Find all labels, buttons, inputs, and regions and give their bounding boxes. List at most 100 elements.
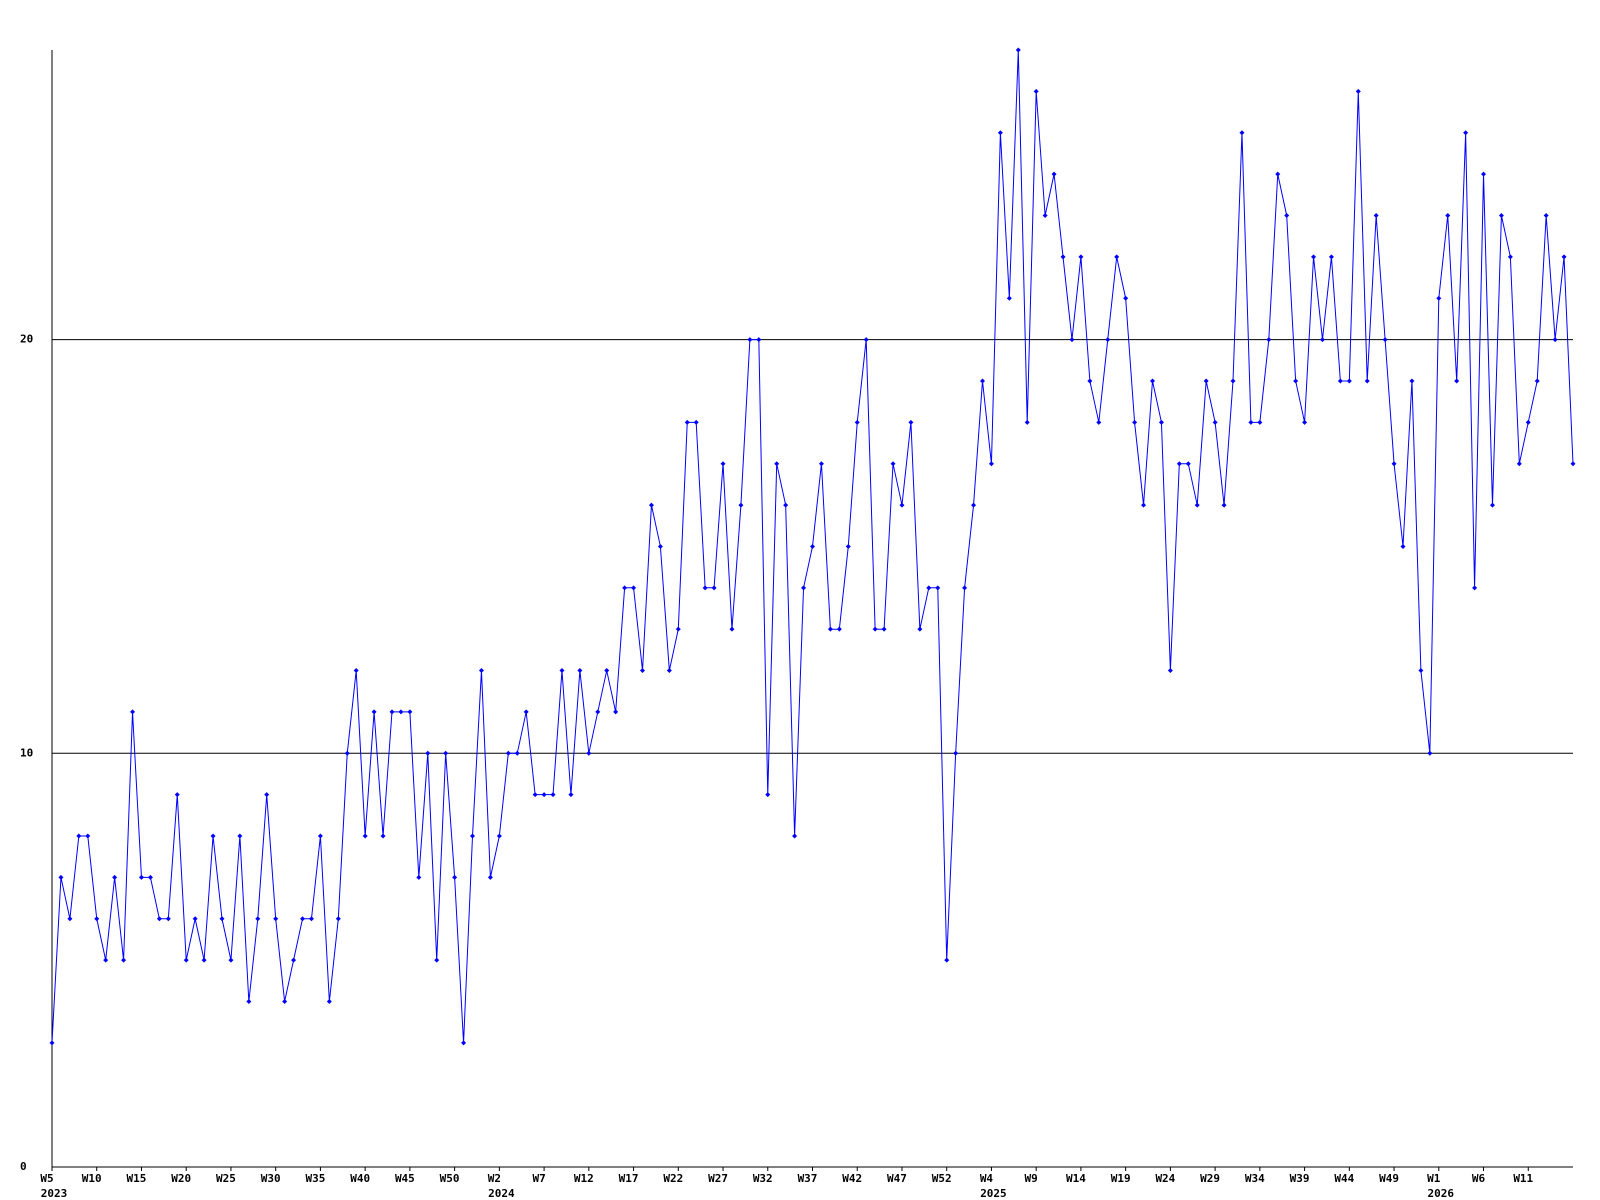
point-marker [783,502,789,508]
x-tick-label: W14 [1066,1172,1086,1185]
point-marker [1266,337,1272,343]
x-tick-label: W5 [40,1172,53,1185]
point-marker [1203,378,1209,384]
point-marker [881,626,887,632]
x-tick-label: W52 [932,1172,952,1185]
x-tick-label: W34 [1245,1172,1265,1185]
point-marker [246,999,252,1005]
point-marker [308,916,314,922]
point-marker [1481,171,1487,177]
point-marker [631,585,637,591]
point-marker [765,792,771,798]
point-marker [1364,378,1370,384]
point-marker [1275,171,1281,177]
point-marker [228,957,234,963]
point-marker [1445,212,1451,218]
point-marker [452,874,458,880]
x-tick-label: W49 [1379,1172,1399,1185]
point-marker [416,874,422,880]
point-marker [1176,461,1182,467]
x-group-label: 2023 [41,1187,68,1200]
point-marker [747,337,753,343]
point-marker [684,419,690,425]
x-tick-label: W27 [708,1172,728,1185]
point-marker [282,999,288,1005]
point-marker [1042,212,1048,218]
x-group-label: 2026 [1428,1187,1455,1200]
point-marker [971,502,977,508]
point-marker [335,916,341,922]
point-marker [1552,337,1558,343]
point-marker [1525,419,1531,425]
point-marker [478,668,484,674]
point-marker [595,709,601,715]
point-marker [1373,212,1379,218]
point-marker [1141,502,1147,508]
point-marker [926,585,932,591]
point-marker [1248,419,1254,425]
point-marker [94,916,100,922]
point-marker [836,626,842,632]
point-marker [156,916,162,922]
point-marker [586,750,592,756]
y-tick-label: 20 [20,333,33,346]
point-marker [1149,378,1155,384]
point-marker [648,502,654,508]
x-tick-label: W1 [1427,1172,1441,1185]
point-marker [917,626,923,632]
point-marker [1400,543,1406,549]
point-marker [264,792,270,798]
y-tick-label: 10 [20,746,33,759]
point-marker [738,502,744,508]
point-marker [362,833,368,839]
point-marker [1463,130,1469,136]
point-marker [675,626,681,632]
y-tick-label: 0 [20,1160,27,1173]
point-marker [407,709,413,715]
point-marker [121,957,127,963]
point-marker [1516,461,1522,467]
point-marker [801,585,807,591]
point-marker [863,337,869,343]
point-marker [657,543,663,549]
point-marker [756,337,762,343]
x-tick-label: W35 [305,1172,325,1185]
point-marker [174,792,180,798]
x-tick-label: W29 [1200,1172,1220,1185]
x-tick-label: W37 [798,1172,818,1185]
point-marker [532,792,538,798]
point-marker [1257,419,1263,425]
x-tick-label: W40 [350,1172,370,1185]
point-marker [1543,212,1549,218]
point-marker [622,585,628,591]
point-marker [908,419,914,425]
point-marker [1436,295,1442,301]
point-marker [1507,254,1513,260]
point-marker [1319,337,1325,343]
point-marker [1418,668,1424,674]
point-marker [541,792,547,798]
point-marker [1489,502,1495,508]
point-marker [138,874,144,880]
point-marker [1391,461,1397,467]
point-marker [1284,212,1290,218]
point-marker [1302,419,1308,425]
point-marker [720,461,726,467]
point-marker [183,957,189,963]
point-marker [112,874,118,880]
x-tick-label: W25 [216,1172,236,1185]
point-marker [613,709,619,715]
point-marker [711,585,717,591]
x-tick-label: W17 [619,1172,639,1185]
point-marker [201,957,207,963]
point-marker [1105,337,1111,343]
point-marker [425,750,431,756]
point-marker [1060,254,1066,260]
point-marker [702,585,708,591]
point-marker [344,750,350,756]
point-marker [1382,337,1388,343]
x-tick-label: W2 [488,1172,501,1185]
point-marker [434,957,440,963]
point-marker [935,585,941,591]
point-marker [103,957,109,963]
